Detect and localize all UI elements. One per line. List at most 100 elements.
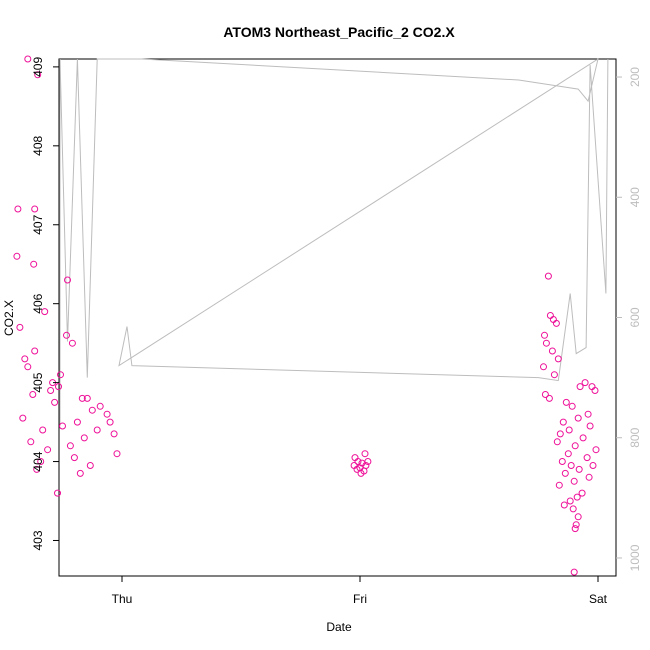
- data-point: [41, 308, 49, 316]
- data-point: [37, 458, 45, 465]
- x-tick-label: Sat: [589, 592, 608, 606]
- data-point: [586, 422, 594, 430]
- y-tick-label: 405: [31, 372, 45, 392]
- x-tick-label: Fri: [353, 592, 367, 606]
- data-point: [57, 371, 64, 379]
- data-point: [556, 430, 564, 438]
- data-point: [47, 387, 55, 394]
- data-point: [34, 71, 42, 79]
- data-point: [585, 473, 593, 481]
- data-point: [80, 434, 88, 442]
- data-point: [31, 347, 39, 355]
- data-point: [574, 513, 582, 521]
- data-point: [576, 383, 584, 391]
- data-point: [83, 394, 91, 402]
- right-tick-label: 600: [628, 307, 642, 327]
- data-point: [103, 410, 111, 418]
- y-tick-label: 406: [31, 293, 45, 313]
- chart-title: ATOM3 Northeast_Pacific_2 CO2.X: [223, 24, 455, 40]
- data-point: [70, 454, 78, 462]
- y-tick-label: 407: [31, 214, 45, 234]
- data-point: [63, 331, 70, 339]
- data-point: [583, 454, 591, 462]
- data-point: [29, 391, 37, 398]
- data-point: [55, 383, 62, 391]
- x-axis-label: Date: [326, 620, 352, 634]
- data-point: [78, 394, 86, 402]
- data-point: [560, 501, 568, 509]
- data-point: [579, 434, 587, 442]
- data-point: [354, 458, 362, 465]
- right-tick-label: 1000: [628, 544, 642, 571]
- data-point: [565, 426, 573, 434]
- data-point: [581, 379, 589, 387]
- y-axis-left: 403 404 405 406 407 408 409: [31, 57, 59, 550]
- data-point: [568, 402, 576, 410]
- data-point: [33, 465, 41, 473]
- x-tick-label: Thu: [112, 592, 133, 606]
- data-point: [353, 465, 361, 473]
- data-point: [64, 276, 71, 284]
- data-point: [558, 458, 566, 465]
- data-point: [561, 469, 569, 477]
- data-point: [31, 205, 39, 213]
- overlay-line: [59, 57, 609, 426]
- data-point: [552, 319, 560, 327]
- data-point: [19, 414, 27, 422]
- data-point: [555, 481, 563, 489]
- right-tick-label: 400: [628, 187, 642, 207]
- data-point: [570, 477, 578, 485]
- overlay-line-layer: [59, 57, 609, 426]
- data-point: [540, 363, 547, 371]
- data-point: [592, 446, 600, 454]
- data-point: [589, 462, 597, 469]
- data-point: [16, 323, 24, 331]
- data-point: [44, 446, 52, 454]
- data-point: [550, 371, 558, 379]
- data-point: [566, 497, 574, 505]
- data-point: [361, 450, 369, 458]
- data-point: [559, 418, 567, 426]
- points-layer: [13, 55, 600, 576]
- data-point: [73, 418, 81, 426]
- data-point: [564, 450, 572, 458]
- data-point: [27, 438, 35, 446]
- data-point: [570, 568, 578, 576]
- data-point: [13, 252, 21, 260]
- data-point: [548, 347, 556, 355]
- x-axis: Thu Fri Sat: [112, 575, 608, 606]
- data-point: [24, 55, 32, 63]
- y-axis-right: 200 400 600 800 1000: [616, 67, 642, 571]
- data-point: [571, 525, 579, 533]
- data-point: [573, 493, 581, 501]
- data-point: [545, 394, 553, 402]
- data-point: [575, 465, 583, 473]
- data-point: [110, 430, 118, 438]
- data-point: [113, 450, 121, 458]
- data-point: [554, 355, 562, 363]
- data-point: [562, 398, 570, 406]
- plot-frame: [58, 58, 617, 577]
- right-tick-label: 200: [628, 67, 642, 87]
- data-point: [574, 414, 582, 422]
- y-axis-label: CO2.X: [2, 300, 16, 336]
- data-point: [24, 363, 32, 371]
- data-point: [572, 521, 580, 529]
- data-point: [578, 489, 586, 497]
- data-point: [39, 426, 47, 434]
- data-point: [93, 426, 101, 434]
- data-point: [59, 422, 66, 430]
- data-point: [30, 260, 38, 268]
- right-tick-label: 800: [628, 427, 642, 447]
- data-point: [546, 312, 554, 319]
- data-point: [541, 391, 549, 398]
- data-point: [14, 205, 22, 213]
- data-point: [106, 418, 114, 426]
- data-point: [76, 469, 84, 477]
- data-point: [54, 489, 61, 497]
- data-point: [553, 438, 561, 446]
- data-point: [68, 339, 76, 347]
- data-point: [544, 272, 552, 280]
